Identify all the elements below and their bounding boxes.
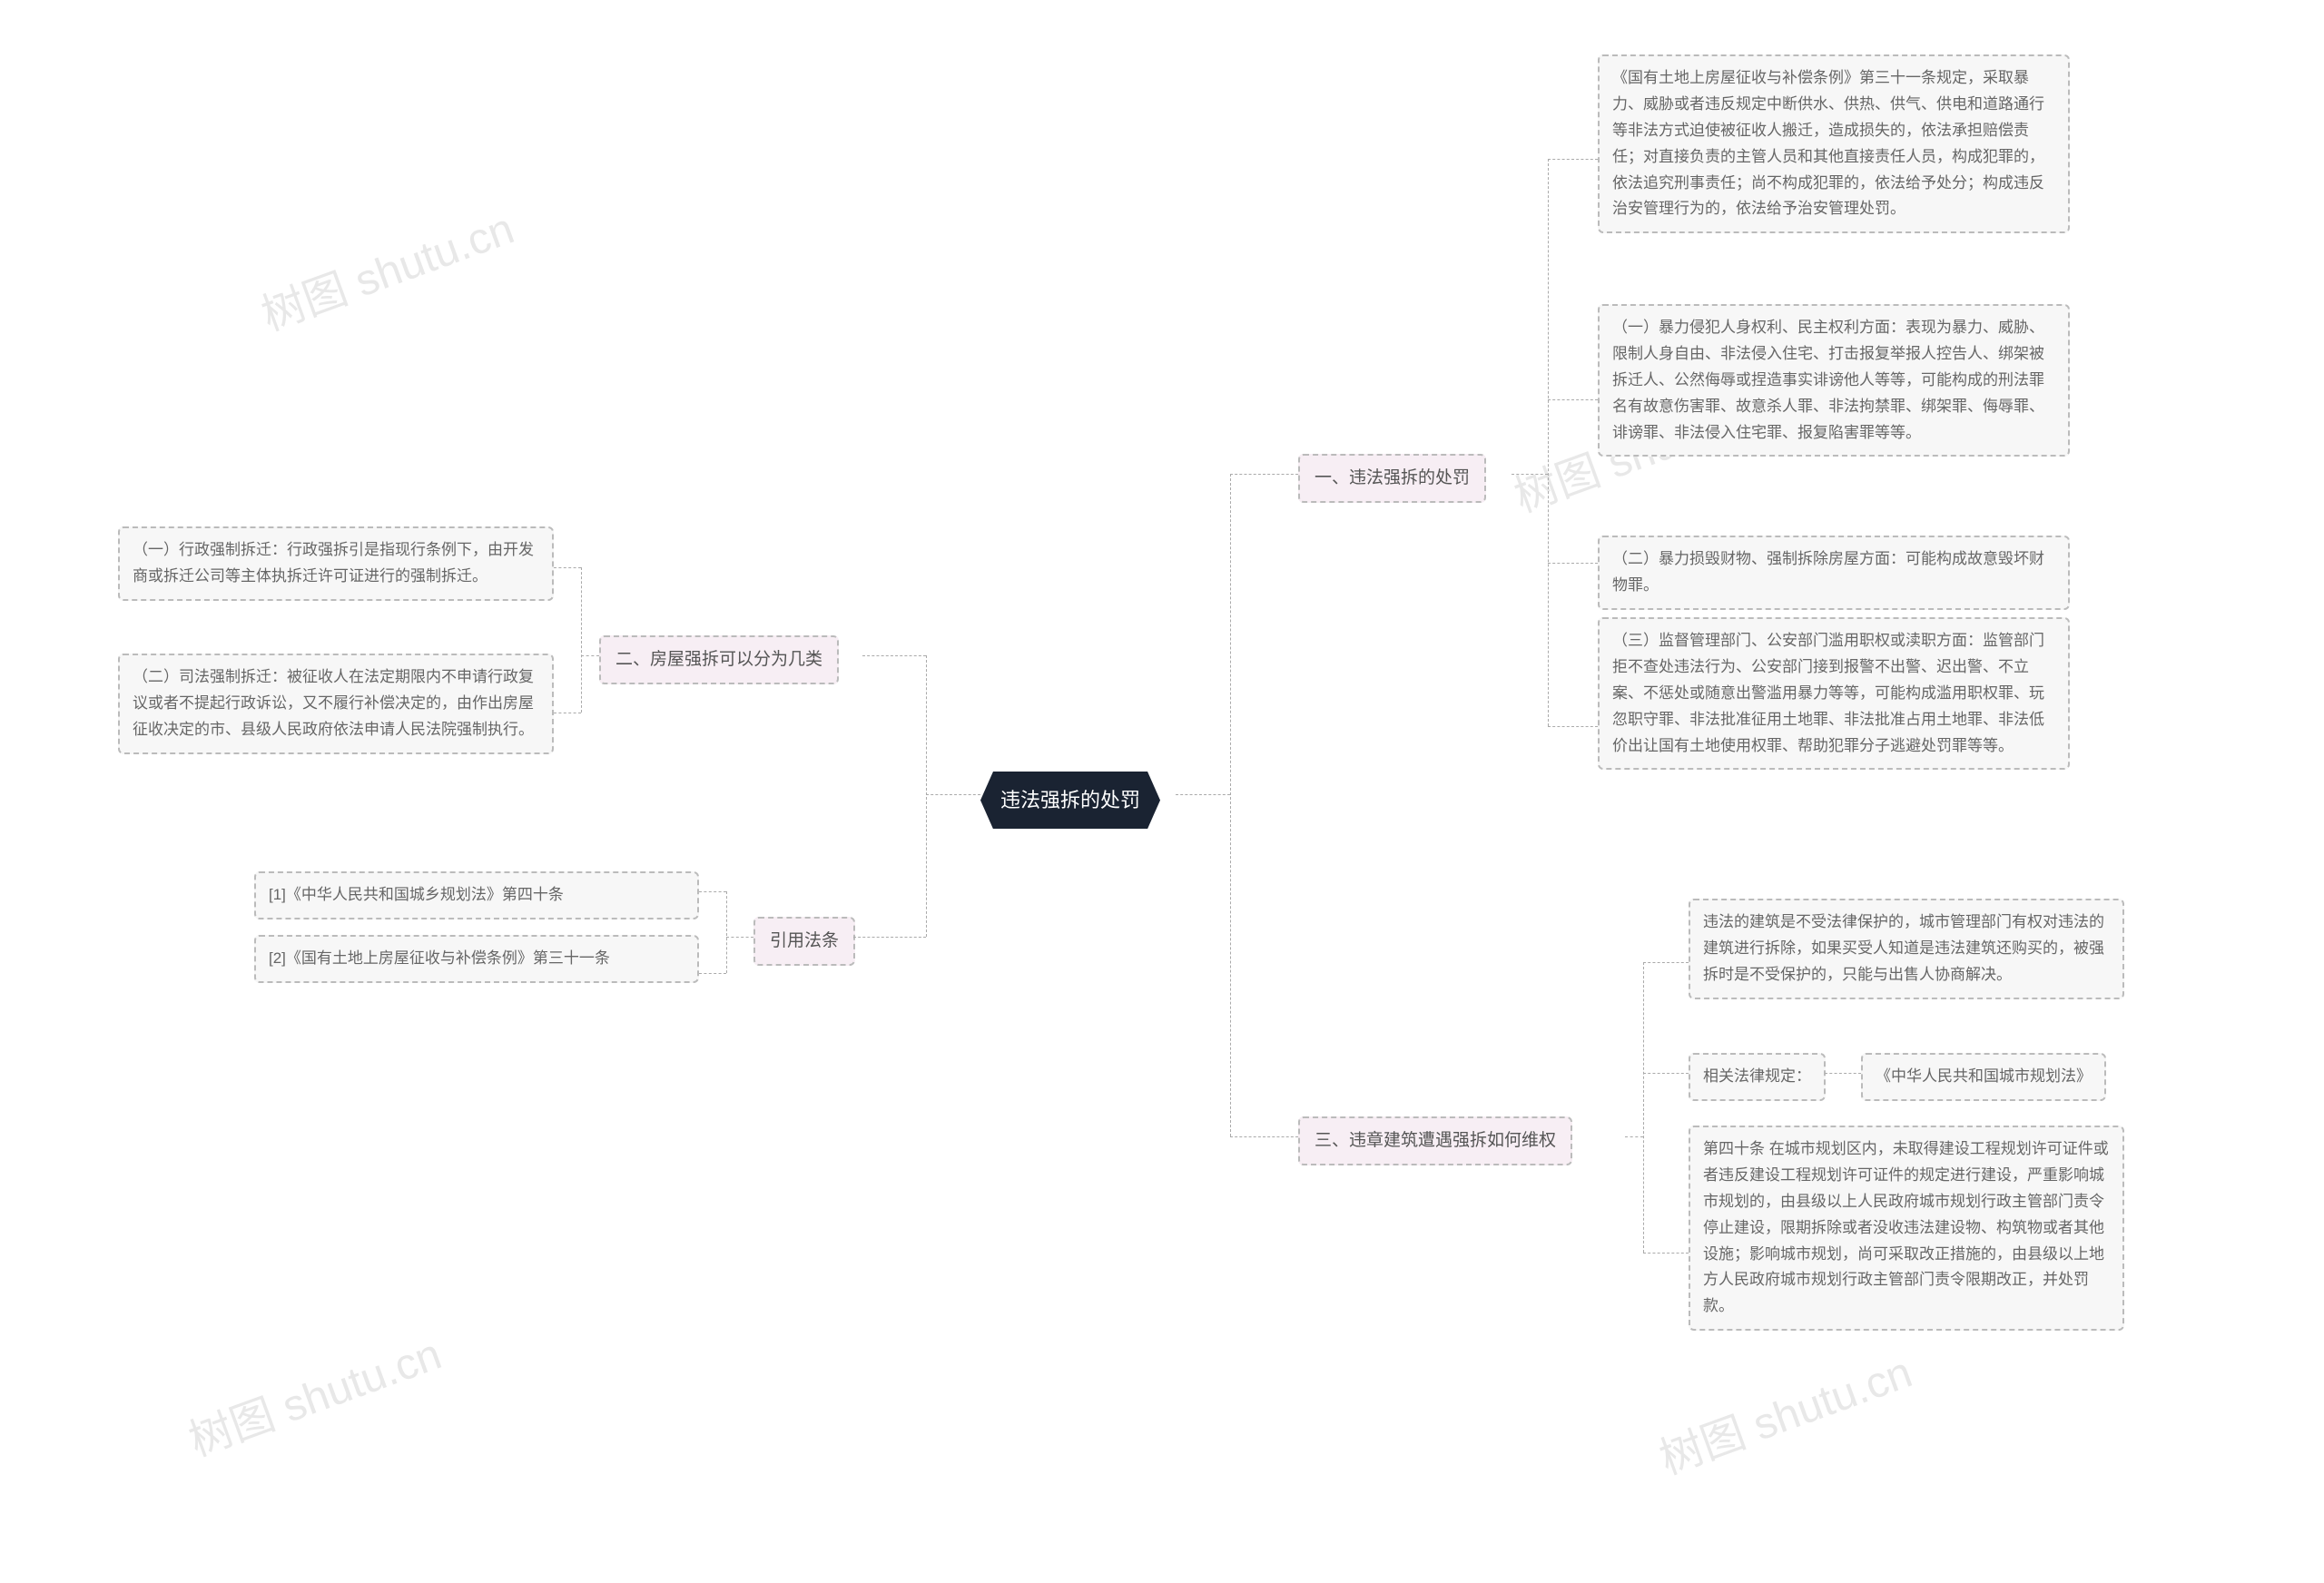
branch-label: 引用法条 bbox=[770, 931, 839, 950]
leaf-city-planning-law: 《中华人民共和国城市规划法》 bbox=[1861, 1053, 2106, 1101]
leaf-judicial-demolition: （二）司法强制拆迁：被征收人在法定期限内不申请行政复议或者不提起行政诉讼，又不履… bbox=[118, 654, 554, 754]
leaf-illegal-building-unprotected: 违法的建筑是不受法律保护的，城市管理部门有权对违法的建筑进行拆除，如果买受人知道… bbox=[1689, 899, 2124, 999]
root-node[interactable]: 违法强拆的处罚 bbox=[980, 772, 1160, 829]
connector bbox=[1825, 1073, 1861, 1074]
leaf-text: 违法的建筑是不受法律保护的，城市管理部门有权对违法的建筑进行拆除，如果买受人知道… bbox=[1703, 913, 2104, 983]
leaf-text: 第四十条 在城市规划区内，未取得建设工程规划许可证件或者违反建设工程规划许可证件… bbox=[1703, 1140, 2109, 1314]
connector bbox=[1548, 159, 1549, 726]
connector bbox=[1643, 962, 1689, 963]
connector bbox=[699, 891, 726, 892]
branch-demolition-types[interactable]: 二、房屋强拆可以分为几类 bbox=[599, 635, 839, 684]
connector bbox=[926, 794, 980, 795]
leaf-text: [2]《国有土地上房屋征收与补偿条例》第三十一条 bbox=[269, 949, 610, 967]
connector bbox=[1643, 1253, 1689, 1254]
leaf-text: [1]《中华人民共和国城乡规划法》第四十条 bbox=[269, 886, 564, 903]
leaf-law-ref-2: [2]《国有土地上房屋征收与补偿条例》第三十一条 bbox=[254, 935, 699, 983]
connector bbox=[581, 567, 582, 713]
branch-cited-laws[interactable]: 引用法条 bbox=[753, 917, 855, 966]
leaf-related-law-label: 相关法律规定： bbox=[1689, 1053, 1826, 1101]
connector bbox=[853, 937, 926, 938]
leaf-text: 《中华人民共和国城市规划法》 bbox=[1876, 1067, 2092, 1085]
branch-illegal-building-rights[interactable]: 三、违章建筑遭遇强拆如何维权 bbox=[1298, 1116, 1572, 1165]
connector bbox=[699, 973, 726, 974]
leaf-text: 相关法律规定： bbox=[1703, 1067, 1811, 1085]
leaf-regulation-31: 《国有土地上房屋征收与补偿条例》第三十一条规定，采取暴力、威胁或者违反规定中断供… bbox=[1598, 54, 2070, 233]
leaf-text: （三）监督管理部门、公安部门滥用职权或渎职方面：监管部门拒不查处违法行为、公安部… bbox=[1612, 632, 2044, 754]
connector bbox=[1643, 962, 1644, 1253]
branch-label: 一、违法强拆的处罚 bbox=[1315, 468, 1470, 487]
watermark: 树图 shutu.cn bbox=[1649, 1336, 1919, 1486]
connector bbox=[1643, 1073, 1689, 1074]
leaf-text: （二）暴力损毁财物、强制拆除房屋方面：可能构成故意毁坏财物罪。 bbox=[1612, 550, 2044, 594]
connector bbox=[726, 891, 727, 973]
connector bbox=[1230, 1136, 1298, 1137]
connector bbox=[1548, 726, 1598, 727]
connector bbox=[1230, 474, 1298, 475]
connector bbox=[862, 655, 926, 656]
connector bbox=[726, 937, 753, 938]
leaf-supervision-abuse: （三）监督管理部门、公安部门滥用职权或渎职方面：监管部门拒不查处违法行为、公安部… bbox=[1598, 617, 2070, 770]
leaf-text: 《国有土地上房屋征收与补偿条例》第三十一条规定，采取暴力、威胁或者违反规定中断供… bbox=[1612, 69, 2044, 217]
watermark: 树图 shutu.cn bbox=[179, 1318, 448, 1468]
connector bbox=[1230, 474, 1231, 1136]
connector bbox=[1176, 794, 1230, 795]
branch-label: 二、房屋强拆可以分为几类 bbox=[615, 650, 822, 669]
leaf-property-damage: （二）暴力损毁财物、强制拆除房屋方面：可能构成故意毁坏财物罪。 bbox=[1598, 536, 2070, 610]
leaf-text: （一）暴力侵犯人身权利、民主权利方面：表现为暴力、威胁、限制人身自由、非法侵入住… bbox=[1612, 319, 2044, 441]
branch-punishment[interactable]: 一、违法强拆的处罚 bbox=[1298, 454, 1486, 503]
connector bbox=[581, 655, 599, 656]
leaf-text: （一）行政强制拆迁：行政强拆引是指现行条例下，由开发商或拆迁公司等主体执拆迁许可… bbox=[133, 541, 534, 585]
leaf-admin-demolition: （一）行政强制拆迁：行政强拆引是指现行条例下，由开发商或拆迁公司等主体执拆迁许可… bbox=[118, 526, 554, 601]
branch-label: 三、违章建筑遭遇强拆如何维权 bbox=[1315, 1131, 1556, 1150]
connector bbox=[1512, 474, 1548, 475]
leaf-article-40: 第四十条 在城市规划区内，未取得建设工程规划许可证件或者违反建设工程规划许可证件… bbox=[1689, 1126, 2124, 1331]
connector bbox=[1548, 159, 1598, 160]
connector bbox=[1548, 399, 1598, 400]
watermark: 树图 shutu.cn bbox=[251, 192, 521, 342]
root-label: 违法强拆的处罚 bbox=[1000, 789, 1140, 811]
connector bbox=[1625, 1136, 1643, 1137]
leaf-law-ref-1: [1]《中华人民共和国城乡规划法》第四十条 bbox=[254, 871, 699, 919]
leaf-violence-personal: （一）暴力侵犯人身权利、民主权利方面：表现为暴力、威胁、限制人身自由、非法侵入住… bbox=[1598, 304, 2070, 457]
connector bbox=[926, 655, 927, 937]
connector bbox=[1548, 563, 1598, 564]
leaf-text: （二）司法强制拆迁：被征收人在法定期限内不申请行政复议或者不提起行政诉讼，又不履… bbox=[133, 668, 534, 738]
connector bbox=[554, 567, 581, 568]
